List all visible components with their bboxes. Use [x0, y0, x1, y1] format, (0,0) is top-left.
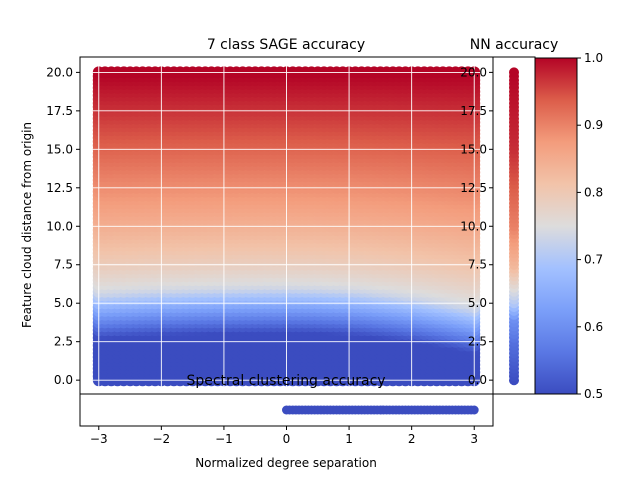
y-tick-label: 12.5 [46, 181, 73, 195]
y-tick-label: 2.5 [54, 335, 73, 349]
y-tick-label: 10.0 [46, 219, 73, 233]
y-tick-label: 7.5 [54, 258, 73, 272]
y-tick-label: 20.0 [46, 65, 73, 79]
main-y-ticks: 0.0 2.5 5.0 7.5 10.0 12.5 15.0 17.5 20.0 [46, 65, 80, 387]
y-tick-label: 15.0 [46, 142, 73, 156]
y-tick-label: 17.5 [46, 104, 73, 118]
y-tick-label: 5.0 [54, 296, 73, 310]
y-tick-label: 0.0 [54, 373, 73, 387]
spectral-accuracy-points [282, 406, 479, 415]
